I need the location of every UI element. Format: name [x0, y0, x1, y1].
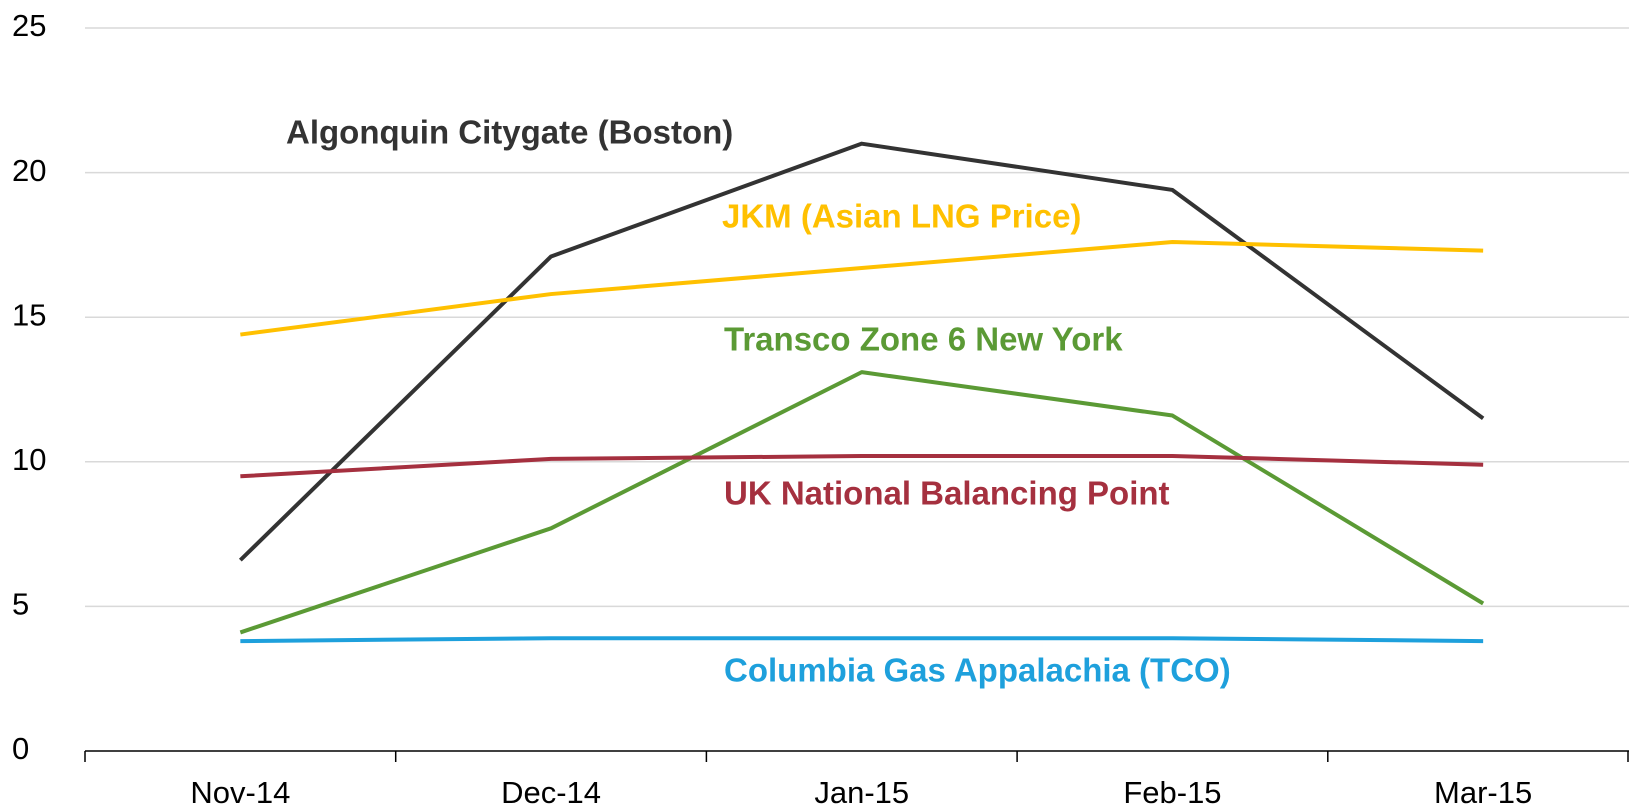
x-tick-label: Feb-15 — [1123, 775, 1221, 810]
series-line — [239, 370, 1485, 635]
series-label: UK National Balancing Point — [724, 475, 1170, 512]
x-tick-label: Nov-14 — [190, 775, 290, 810]
series-line — [240, 636, 1484, 644]
y-tick-label: 20 — [12, 153, 46, 188]
series-line — [240, 240, 1484, 337]
y-tick-label: 10 — [12, 442, 46, 477]
y-tick-label: 5 — [12, 587, 29, 622]
series-label: Transco Zone 6 New York — [724, 321, 1123, 358]
series-label: Columbia Gas Appalachia (TCO) — [724, 652, 1231, 689]
series-line — [240, 454, 1484, 479]
y-tick-label: 25 — [12, 8, 46, 43]
y-tick-label: 0 — [12, 731, 29, 766]
y-tick-label: 15 — [12, 297, 46, 332]
x-tick-label: Jan-15 — [814, 775, 909, 810]
series-line — [238, 141, 1485, 562]
x-tick-label: Dec-14 — [501, 775, 601, 810]
x-tick-label: Mar-15 — [1434, 775, 1532, 810]
series-label: Algonquin Citygate (Boston) — [286, 114, 733, 151]
series-label: JKM (Asian LNG Price) — [722, 198, 1081, 235]
